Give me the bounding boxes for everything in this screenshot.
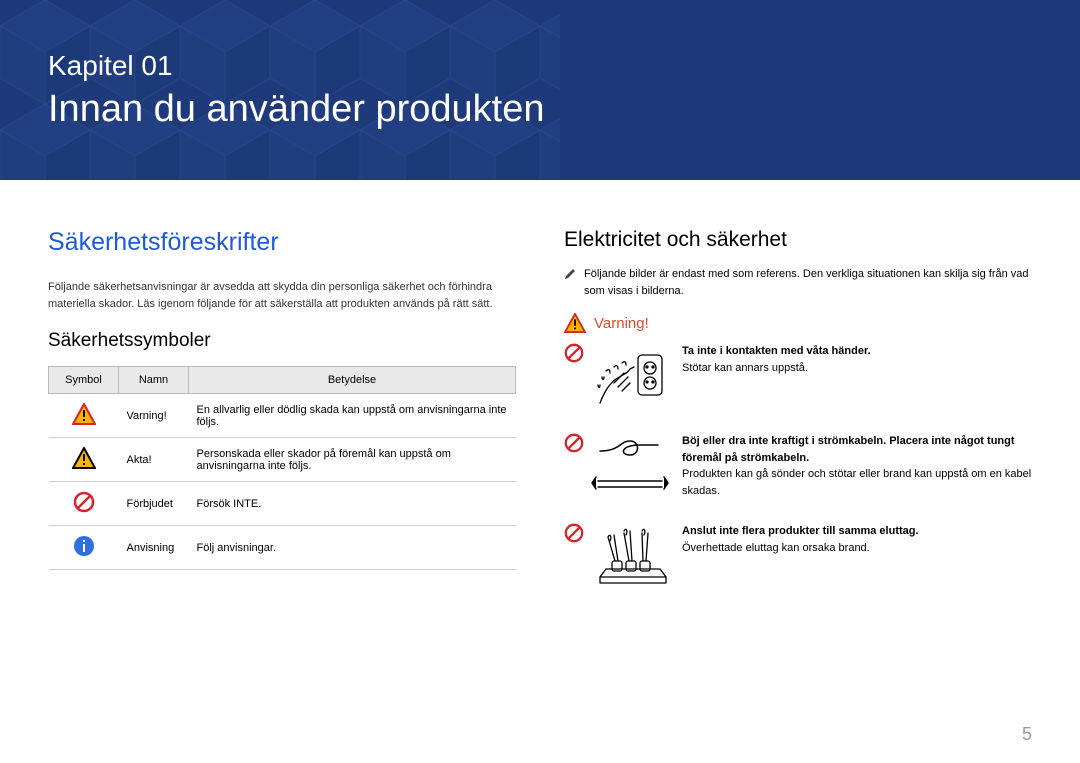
left-column: Säkerhetsföreskrifter Följande säkerhets… <box>48 228 516 613</box>
warning-item: Böj eller dra inte kraftigt i strömkabel… <box>564 433 1032 503</box>
reference-note: Följande bilder är endast med som refere… <box>564 266 1032 299</box>
table-header-symbol: Symbol <box>49 367 119 394</box>
warning-triangle-icon <box>564 313 586 333</box>
warning-item: Ta inte i kontakten med våta händer. Stö… <box>564 343 1032 413</box>
table-cell-meaning: Personskada eller skador på föremål kan … <box>189 438 516 482</box>
prohibition-icon <box>564 343 584 363</box>
safety-symbols-table: Symbol Namn Betydelse Varning! En a <box>48 366 516 570</box>
table-cell-name: Förbjudet <box>119 482 189 526</box>
table-row: Förbjudet Försök INTE. <box>49 482 516 526</box>
chapter-label: Kapitel 01 <box>48 50 545 82</box>
table-cell-name: Anvisning <box>119 526 189 570</box>
warning-item: Anslut inte flera produkter till samma e… <box>564 523 1032 593</box>
warning-triangle-icon <box>72 403 96 425</box>
warning-item-text: Överhettade eluttag kan orsaka brand. <box>682 540 1032 557</box>
warning-item-bold: Anslut inte flera produkter till samma e… <box>682 523 1032 540</box>
table-row: Varning! En allvarlig eller dödlig skada… <box>49 394 516 438</box>
warning-section-header: Varning! <box>564 313 1032 333</box>
table-cell-name: Akta! <box>119 438 189 482</box>
safety-intro-text: Följande säkerhetsanvisningar är avsedda… <box>48 279 516 312</box>
warning-item-text: Produkten kan gå sönder och stötar eller… <box>682 466 1032 499</box>
prohibition-icon <box>564 523 584 543</box>
pencil-icon <box>564 268 576 280</box>
content-area: Säkerhetsföreskrifter Följande säkerhets… <box>0 180 1080 613</box>
overloaded-outlet-illustration <box>590 523 670 593</box>
safety-instructions-title: Säkerhetsföreskrifter <box>48 228 516 257</box>
table-cell-name: Varning! <box>119 394 189 438</box>
chapter-title: Innan du använder produkten <box>48 88 545 131</box>
table-cell-meaning: En allvarlig eller dödlig skada kan upps… <box>189 394 516 438</box>
table-row: Anvisning Följ anvisningar. <box>49 526 516 570</box>
table-cell-meaning: Följ anvisningar. <box>189 526 516 570</box>
warning-item-text: Stötar kan annars uppstå. <box>682 360 1032 377</box>
wet-hand-plug-illustration <box>590 343 670 413</box>
prohibition-icon <box>564 433 584 453</box>
electricity-safety-title: Elektricitet och säkerhet <box>564 228 1032 252</box>
bent-cable-illustration <box>590 433 670 503</box>
warning-item-bold: Böj eller dra inte kraftigt i strömkabel… <box>682 433 1032 466</box>
reference-note-text: Följande bilder är endast med som refere… <box>584 266 1032 299</box>
instruction-circle-icon <box>73 535 95 557</box>
safety-symbols-title: Säkerhetssymboler <box>48 330 516 352</box>
prohibition-icon <box>73 491 95 513</box>
chapter-header: Kapitel 01 Innan du använder produkten <box>0 0 1080 180</box>
caution-triangle-icon <box>72 447 96 469</box>
table-row: Akta! Personskada eller skador på föremå… <box>49 438 516 482</box>
table-cell-meaning: Försök INTE. <box>189 482 516 526</box>
page-number: 5 <box>1022 724 1032 745</box>
table-header-name: Namn <box>119 367 189 394</box>
warning-item-bold: Ta inte i kontakten med våta händer. <box>682 343 1032 360</box>
right-column: Elektricitet och säkerhet Följande bilde… <box>564 228 1032 613</box>
warning-label: Varning! <box>594 315 649 332</box>
table-header-meaning: Betydelse <box>189 367 516 394</box>
